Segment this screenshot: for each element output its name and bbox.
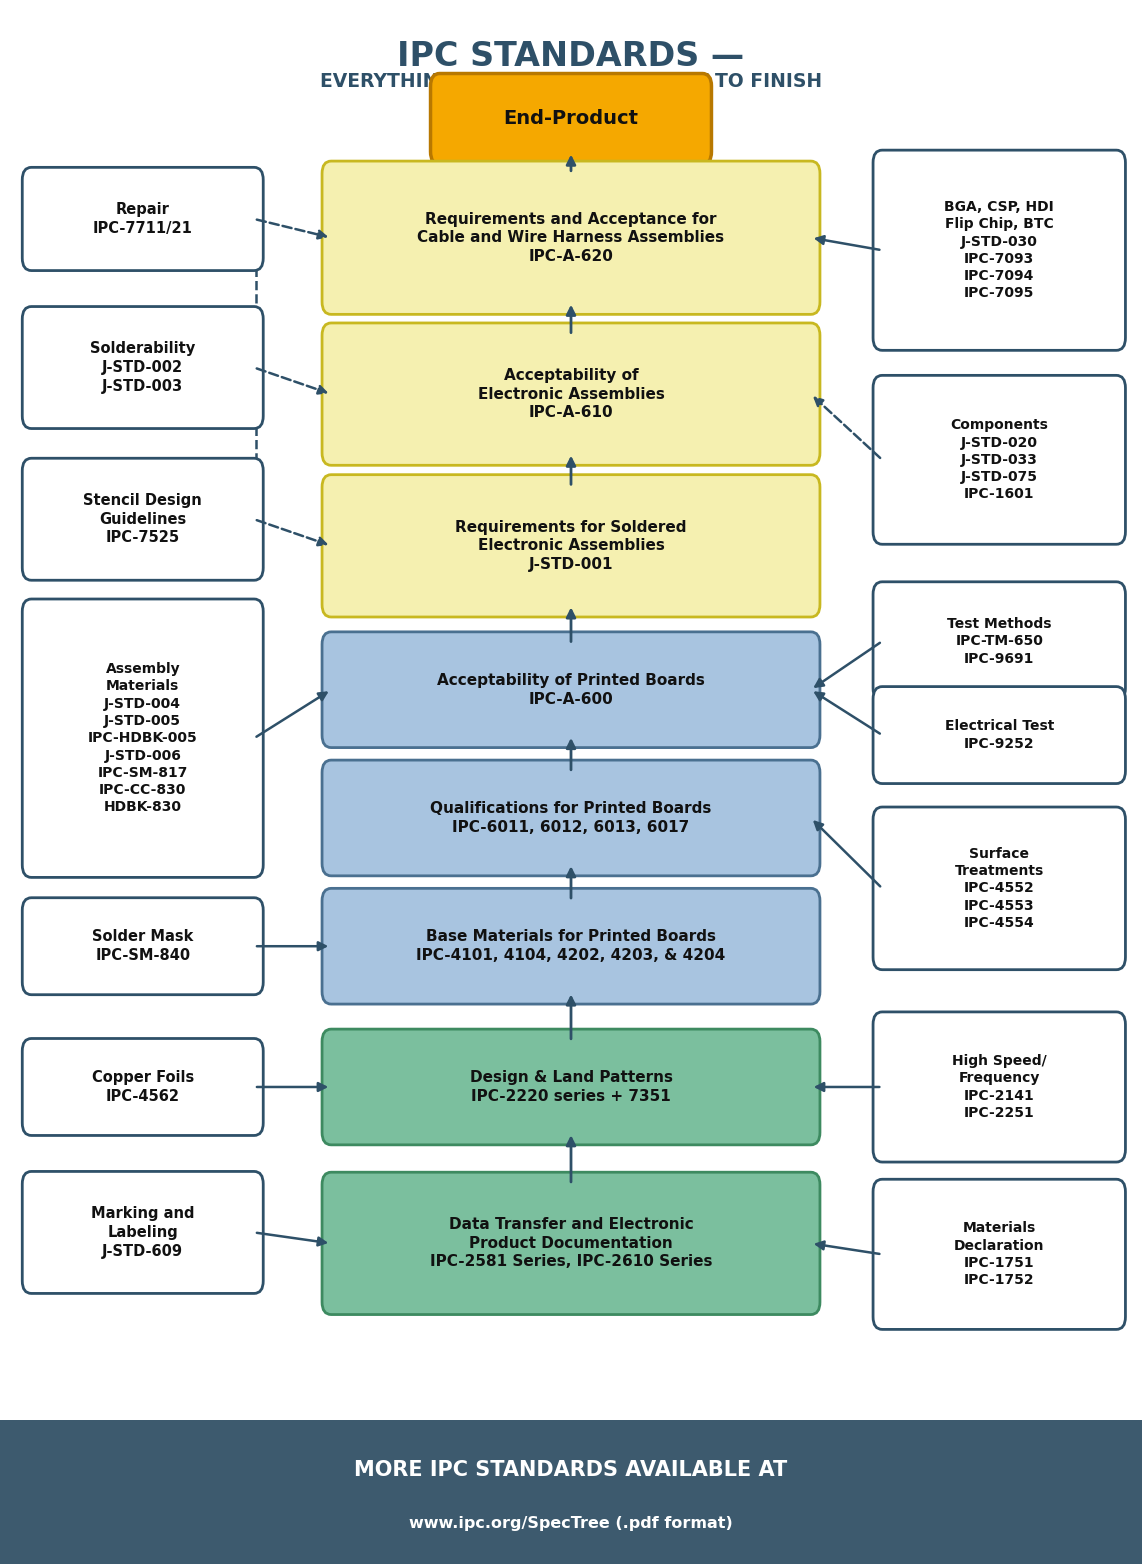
- Text: EVERYTHING YOU NEED FROM START TO FINISH: EVERYTHING YOU NEED FROM START TO FINISH: [320, 72, 822, 91]
- FancyBboxPatch shape: [22, 1171, 263, 1293]
- Text: Electrical Test
IPC-9252: Electrical Test IPC-9252: [944, 719, 1054, 751]
- FancyBboxPatch shape: [872, 807, 1126, 970]
- Text: Base Materials for Printed Boards
IPC-4101, 4104, 4202, 4203, & 4204: Base Materials for Printed Boards IPC-41…: [417, 929, 725, 963]
- FancyBboxPatch shape: [0, 1420, 1142, 1564]
- Text: Qualifications for Printed Boards
IPC-6011, 6012, 6013, 6017: Qualifications for Printed Boards IPC-60…: [431, 801, 711, 835]
- FancyBboxPatch shape: [22, 1038, 263, 1135]
- FancyBboxPatch shape: [322, 324, 820, 465]
- FancyBboxPatch shape: [872, 687, 1126, 784]
- Text: Materials
Declaration
IPC-1751
IPC-1752: Materials Declaration IPC-1751 IPC-1752: [954, 1221, 1045, 1287]
- FancyBboxPatch shape: [872, 582, 1126, 701]
- Text: Test Methods
IPC-TM-650
IPC-9691: Test Methods IPC-TM-650 IPC-9691: [947, 616, 1052, 666]
- Text: Components
J-STD-020
J-STD-033
J-STD-075
IPC-1601: Components J-STD-020 J-STD-033 J-STD-075…: [950, 418, 1048, 502]
- Text: Solderability
J-STD-002
J-STD-003: Solderability J-STD-002 J-STD-003: [90, 341, 195, 394]
- Text: IPC STANDARDS —: IPC STANDARDS —: [397, 39, 745, 74]
- Text: Design & Land Patterns
IPC-2220 series + 7351: Design & Land Patterns IPC-2220 series +…: [469, 1070, 673, 1104]
- FancyBboxPatch shape: [22, 898, 263, 995]
- Text: High Speed/
Frequency
IPC-2141
IPC-2251: High Speed/ Frequency IPC-2141 IPC-2251: [952, 1054, 1046, 1120]
- Text: End-Product: End-Product: [504, 109, 638, 128]
- Text: Assembly
Materials
J-STD-004
J-STD-005
IPC-HDBK-005
J-STD-006
IPC-SM-817
IPC-CC-: Assembly Materials J-STD-004 J-STD-005 I…: [88, 662, 198, 815]
- Text: Data Transfer and Electronic
Product Documentation
IPC-2581 Series, IPC-2610 Ser: Data Transfer and Electronic Product Doc…: [429, 1217, 713, 1270]
- FancyBboxPatch shape: [322, 474, 820, 616]
- FancyBboxPatch shape: [322, 888, 820, 1004]
- Text: Acceptability of
Electronic Assemblies
IPC-A-610: Acceptability of Electronic Assemblies I…: [477, 368, 665, 421]
- Text: Requirements for Soldered
Electronic Assemblies
J-STD-001: Requirements for Soldered Electronic Ass…: [456, 519, 686, 572]
- Text: Surface
Treatments
IPC-4552
IPC-4553
IPC-4554: Surface Treatments IPC-4552 IPC-4553 IPC…: [955, 846, 1044, 931]
- Text: Marking and
Labeling
J-STD-609: Marking and Labeling J-STD-609: [91, 1206, 194, 1259]
- FancyBboxPatch shape: [872, 1012, 1126, 1162]
- FancyBboxPatch shape: [22, 458, 263, 580]
- FancyBboxPatch shape: [431, 74, 711, 164]
- FancyBboxPatch shape: [322, 161, 820, 314]
- FancyBboxPatch shape: [322, 632, 820, 748]
- FancyBboxPatch shape: [322, 1173, 820, 1314]
- FancyBboxPatch shape: [872, 375, 1126, 544]
- Text: Stencil Design
Guidelines
IPC-7525: Stencil Design Guidelines IPC-7525: [83, 493, 202, 546]
- FancyBboxPatch shape: [322, 1029, 820, 1145]
- Text: BGA, CSP, HDI
Flip Chip, BTC
J-STD-030
IPC-7093
IPC-7094
IPC-7095: BGA, CSP, HDI Flip Chip, BTC J-STD-030 I…: [944, 200, 1054, 300]
- Text: Copper Foils
IPC-4562: Copper Foils IPC-4562: [91, 1070, 194, 1104]
- Text: www.ipc.org/SpecTree (.pdf format): www.ipc.org/SpecTree (.pdf format): [409, 1516, 733, 1531]
- Text: Repair
IPC-7711/21: Repair IPC-7711/21: [93, 202, 193, 236]
- FancyBboxPatch shape: [22, 599, 263, 877]
- FancyBboxPatch shape: [872, 1179, 1126, 1329]
- FancyBboxPatch shape: [872, 150, 1126, 350]
- FancyBboxPatch shape: [322, 760, 820, 876]
- Text: Acceptability of Printed Boards
IPC-A-600: Acceptability of Printed Boards IPC-A-60…: [437, 673, 705, 707]
- Text: MORE IPC STANDARDS AVAILABLE AT: MORE IPC STANDARDS AVAILABLE AT: [354, 1461, 788, 1481]
- Text: Requirements and Acceptance for
Cable and Wire Harness Assemblies
IPC-A-620: Requirements and Acceptance for Cable an…: [418, 211, 724, 264]
- FancyBboxPatch shape: [22, 167, 263, 271]
- Text: Solder Mask
IPC-SM-840: Solder Mask IPC-SM-840: [93, 929, 193, 963]
- FancyBboxPatch shape: [22, 307, 263, 429]
